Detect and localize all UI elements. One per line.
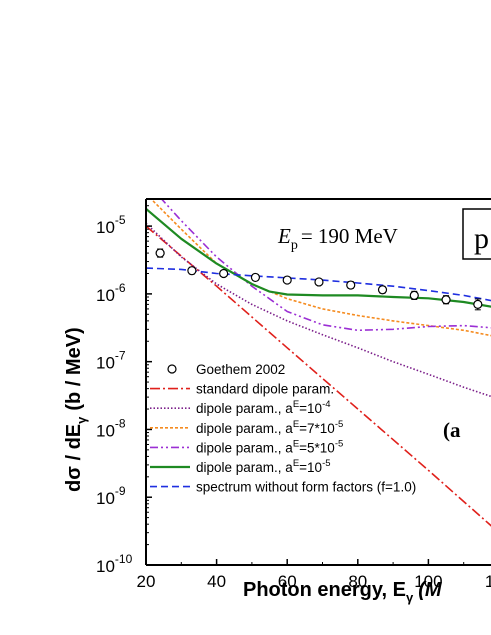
y-axis-label: dσ / dEγ (b / MeV) xyxy=(63,327,89,492)
x-tick-layer: 2040608010012014 xyxy=(137,559,491,591)
series-line-spectrum-without-form-factors-f-1-0 xyxy=(146,267,491,302)
series-line-dipole-param-a-e-10-5 xyxy=(146,207,491,308)
x-tick-label: 40 xyxy=(207,572,226,591)
x-tick-label: 80 xyxy=(348,572,367,591)
svg-text:standard dipole param.: standard dipole param. xyxy=(196,382,334,397)
data-point xyxy=(250,272,261,283)
data-point xyxy=(409,290,419,300)
x-axis-label: Photon energy, Eγ (M xyxy=(243,579,443,605)
legend-item: dipole param., aE=10-5 xyxy=(150,458,331,475)
data-point xyxy=(473,298,483,311)
x-axis-label-main: Photon energy, E xyxy=(243,579,406,601)
data-point xyxy=(282,275,292,285)
data-point xyxy=(314,277,324,287)
series-line-dipole-param-a-e-7-10-5 xyxy=(150,199,491,337)
y-tick-label: 10-7 xyxy=(96,349,126,373)
svg-text:Goethem 2002: Goethem 2002 xyxy=(196,362,285,377)
beam-energy-annotation: Ep = 190 MeV xyxy=(277,224,398,253)
series-line-dipole-param-a-e-10-4 xyxy=(146,222,491,398)
y-axis-label-tail: (b / MeV) xyxy=(63,327,85,410)
data-points-layer xyxy=(155,248,483,311)
series-line-dipole-param-a-e-5-10-5 xyxy=(160,199,491,332)
y-tick-label: 10-9 xyxy=(96,484,126,508)
y-tick-label: 10-8 xyxy=(96,416,126,440)
x-tick-label: 100 xyxy=(414,572,442,591)
svg-text:spectrum without form factors: spectrum without form factors (f=1.0) xyxy=(196,480,416,495)
annotation-text: = 190 MeV xyxy=(301,224,398,248)
data-point xyxy=(155,248,165,258)
legend-item: dipole param., aE=5*10-5 xyxy=(150,438,343,455)
x-tick-label: 120 xyxy=(485,572,491,591)
x-axis-label-sub: γ xyxy=(406,590,414,605)
legend: Goethem 2002 standard dipole param. dipole… xyxy=(150,362,416,495)
svg-text:dipole param., aE=7*10-5: dipole param., aE=7*10-5 xyxy=(196,419,343,436)
annotation-prefix: E xyxy=(277,224,291,248)
annotation-sub: p xyxy=(291,238,298,253)
svg-text:dipole param., aE=10-5: dipole param., aE=10-5 xyxy=(196,458,331,475)
series-line-standard-dipole-param xyxy=(146,225,491,527)
legend-item: dipole param., aE=7*10-5 xyxy=(150,419,343,436)
legend-item: dipole param., aE=10-4 xyxy=(150,399,331,416)
panel-letter: (a xyxy=(443,418,461,442)
legend-item: standard dipole param. xyxy=(150,382,334,397)
y-tick-layer: 10-10 10-9 10-8 10-7 10-6 10-5 xyxy=(96,205,152,576)
data-point xyxy=(187,266,197,276)
data-point xyxy=(441,295,451,305)
panel-box xyxy=(462,208,491,260)
series-layer xyxy=(146,199,491,527)
y-tick-label: 10-5 xyxy=(96,213,126,237)
y-tick-label: 10-10 xyxy=(96,552,133,576)
svg-text:dipole param., aE=10-4: dipole param., aE=10-4 xyxy=(196,399,331,416)
x-tick-label: 60 xyxy=(278,572,297,591)
x-tick-label: 20 xyxy=(137,572,156,591)
legend-item: spectrum without form factors (f=1.0) xyxy=(150,480,416,495)
y-tick-label: 10-6 xyxy=(96,281,126,305)
y-axis-label-main: dσ / dE xyxy=(63,424,85,492)
data-point xyxy=(219,268,229,279)
svg-text:dipole param., aE=5*10-5: dipole param., aE=5*10-5 xyxy=(196,438,343,455)
legend-item: Goethem 2002 xyxy=(167,362,285,377)
data-point xyxy=(377,285,388,295)
data-point xyxy=(346,280,356,290)
y-axis-label-sub: γ xyxy=(74,416,89,424)
panel-box-text: p xyxy=(474,222,489,255)
x-axis-label-tail: (M xyxy=(418,579,443,601)
